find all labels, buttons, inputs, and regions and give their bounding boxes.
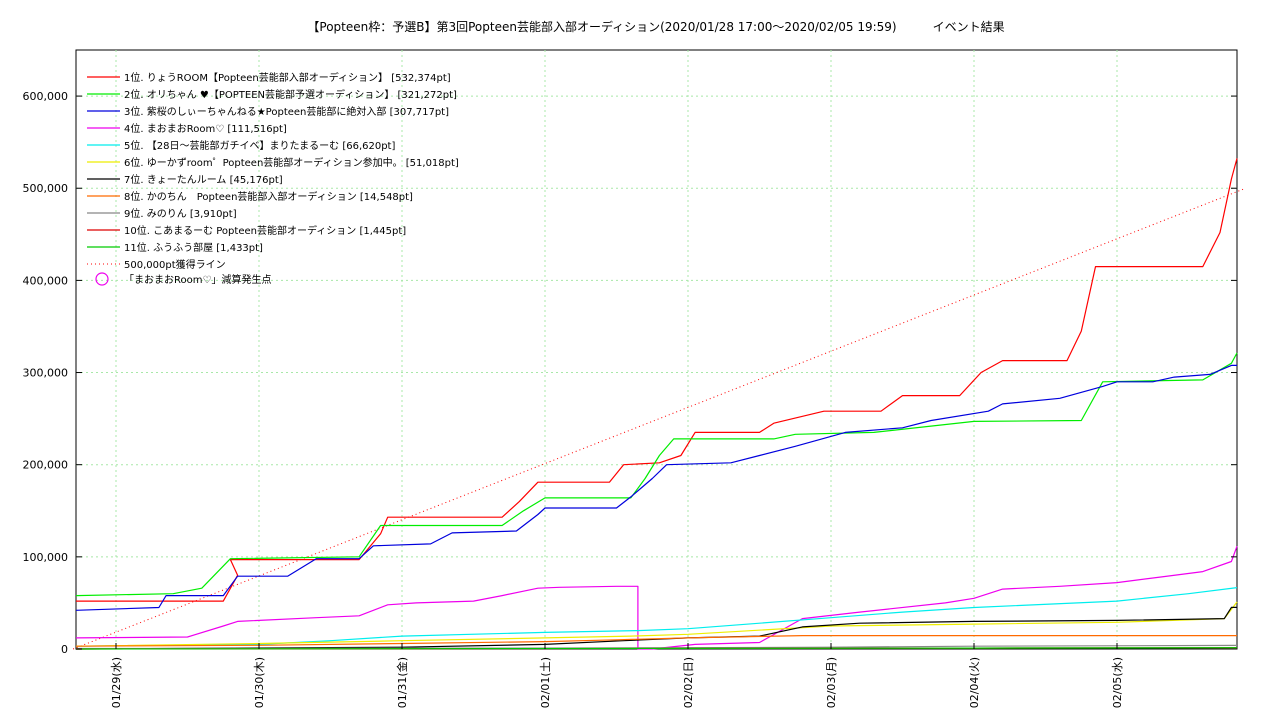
x-tick-label: 02/04(火): [968, 657, 981, 708]
y-tick-label: 0: [61, 643, 68, 656]
legend-label: 10位. こあまるーむ Popteen芸能部オーディション [1,445pt]: [124, 224, 406, 237]
y-tick-label: 500,000: [23, 182, 69, 195]
x-tick-label: 02/01(土): [539, 657, 552, 708]
legend-label: 11位. ふうふう部屋 [1,433pt]: [124, 241, 263, 254]
y-tick-label: 300,000: [23, 367, 69, 380]
x-tick-label: 02/02(日): [682, 657, 695, 708]
series-line-1: [76, 158, 1238, 602]
legend: 1位. りょうROOM【Popteen芸能部入部オーディション】 [532,37…: [87, 71, 459, 286]
y-tick-label: 100,000: [23, 551, 69, 564]
legend-label: 3位. 紫桜のしぃーちゃんねる★Popteen芸能部に絶対入部 [307,717…: [124, 105, 449, 118]
y-tick-label: 200,000: [23, 459, 69, 472]
series-line-3: [75, 364, 1237, 611]
series-line-5: [75, 587, 1238, 647]
series-line-8: [75, 635, 1237, 647]
x-tick-label: 01/31(金): [395, 657, 409, 708]
legend-label: 8位. かのちん Popteen芸能部入部オーディション [14,548pt]: [124, 190, 413, 203]
legend-label-marker: 「まおまおRoom♡」減算発生点: [124, 273, 271, 286]
series-line-2: [75, 352, 1238, 597]
grid: [76, 50, 1237, 649]
legend-label: 7位. きょーたんルーム [45,176pt]: [124, 173, 283, 186]
legend-label-reference: 500,000pt獲得ライン: [124, 258, 226, 271]
legend-label: 4位. まおまおRoom♡ [111,516pt]: [124, 122, 287, 135]
series-line-6: [75, 601, 1238, 647]
legend-label: 2位. オリちゃん ♥【POPTEEN芸能部予選オーディション】 [321,27…: [124, 88, 457, 101]
plot-area: [75, 49, 1238, 650]
x-tick-label: 02/05(水): [1111, 657, 1124, 708]
x-tick-label: 02/03(月): [825, 657, 838, 708]
legend-label: 5位. 【28日～芸能部ガチイベ】まりたまるーむ [66,620pt]: [124, 139, 395, 152]
legend-marker-circle: [95, 272, 109, 286]
y-tick-label: 600,000: [23, 90, 69, 103]
x-axis: 01/29(水) 01/30(木) 01/31(金) 02/01(土) 02/02(日)…: [110, 643, 1124, 708]
legend-label: 1位. りょうROOM【Popteen芸能部入部オーディション】 [532,37…: [124, 71, 451, 84]
x-tick-label: 01/30(木): [253, 657, 266, 708]
y-tick-label: 400,000: [23, 274, 69, 287]
legend-label: 6位. ゆーかずroom゜Popteen芸能部オーディション参加中。 [51,0…: [124, 156, 459, 169]
chart-title: 【Popteen枠：予選B】第3回Popteen芸能部入部オーディション(202…: [307, 19, 1004, 34]
x-tick-label: 01/29(水): [110, 657, 123, 708]
y-axis: 0 100,000 200,000 300,000 400,000 500,000 600,…: [23, 90, 1237, 656]
legend-label: 9位. みのりん [3,910pt]: [124, 207, 237, 220]
